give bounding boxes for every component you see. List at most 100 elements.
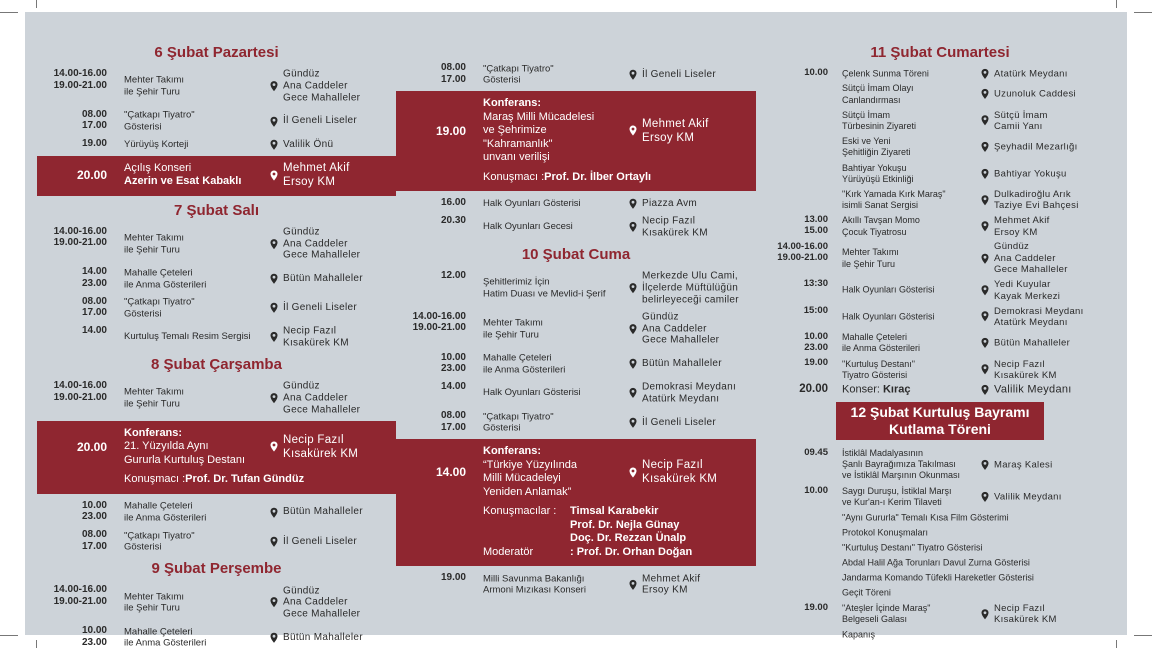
event-line: Mehter Takımı	[124, 232, 185, 244]
map-pin-icon	[270, 441, 278, 452]
event-row: "Aynı Gururla" Temalı Kısa Film Gösterim…	[770, 510, 1110, 525]
map-pin-icon	[629, 417, 637, 428]
time-line: 14.00-16.00	[53, 68, 107, 79]
event-time	[770, 628, 828, 639]
map-pin-icon	[629, 222, 637, 233]
location-text: Bütün Mahalleler	[283, 273, 363, 285]
event-line: Şehitliğin Ziyareti	[842, 147, 911, 158]
event-time: 10.00 23.00	[37, 625, 107, 648]
time-line: 19.00-21.00	[412, 322, 466, 334]
event-title: "Kırk Yamada Kırk Maraş" isimli Sanat Ser…	[842, 189, 946, 211]
crop-mark	[1134, 635, 1152, 636]
event-title: Milli Savunma Bakanlığı Armoni Mızıkası K…	[483, 573, 586, 596]
event-row: Sütçü İmam Olayı Canlandırması Uzunoluk Ca…	[770, 81, 1110, 107]
location-text: Merkezde Ulu Cami, İlçelerde Müftülüğün be…	[642, 271, 739, 306]
map-pin-icon	[270, 81, 278, 92]
speakers: Konuşmacı : Prof. Dr. İlber Ortaylı	[483, 171, 756, 185]
event-location: Gündüz Ana Caddeler Gece Mahalleler	[270, 585, 360, 620]
speaker-line: Prof. Dr. Nejla Günay	[483, 519, 756, 533]
location-text: Sütçü İmam Camii Yanı	[994, 110, 1048, 132]
event-location: Bütün Mahalleler	[270, 507, 363, 519]
location-line: Ersoy KM	[642, 584, 688, 596]
event-title: Protokol Konuşmaları	[842, 527, 928, 538]
time-line: 23.00	[81, 277, 107, 289]
crop-mark	[1116, 640, 1117, 648]
schedule-column-3: 11 Şubat Cumartesi 10.00 Çelenk Sunma Töre…	[770, 40, 1110, 643]
event-time: 14.00-16.00 19.00-21.00	[396, 311, 466, 346]
event-time	[770, 135, 828, 157]
time-line: 09.45	[804, 446, 828, 458]
map-pin-icon	[270, 507, 278, 518]
event-line: Gösterisi	[124, 541, 162, 553]
featured-event: 19.00 Konferans: Maraş Milli Mücadelesi ve …	[396, 91, 756, 192]
time-line: 19.00-21.00	[53, 79, 107, 91]
event-row: Geçit Töreni	[770, 586, 1110, 601]
event-time: 10.00	[770, 485, 828, 507]
event-row: 09.45 İstiklâl Madalyasının Şanlı Bayrağım…	[770, 446, 1110, 484]
event-title: Halk Oyunları Gecesi	[483, 222, 573, 234]
map-pin-icon	[981, 338, 989, 349]
location-line: Necip Fazıl	[642, 215, 696, 227]
event-line: Mahalle Çeteleri	[842, 331, 908, 342]
location-text: Mehmet Akif Ersoy KM	[283, 161, 350, 189]
event-row: Kapanış	[770, 627, 1110, 642]
speaker-name: Prof. Dr. Nejla Günay	[570, 518, 680, 531]
event-row: 14.00-16.00 19.00-21.00 Mehter Takımı ile Ş…	[37, 224, 396, 265]
event-line: Jandarma Komando Tüfekli Hareketler Göst…	[842, 572, 1034, 583]
event-title: Halk Oyunları Gösterisi	[483, 388, 581, 400]
map-pin-icon	[629, 125, 637, 136]
event-line: ile Şehir Turu	[842, 258, 896, 269]
event-row: 14.00-16.00 19.00-21.00 Mehter Takımı ile Ş…	[37, 66, 396, 107]
event-time	[770, 161, 828, 183]
event-row: Eski ve Yeni Şehitliğin Ziyareti Şeyhadil …	[770, 134, 1110, 160]
speakers: Konuşmacı : Prof. Dr. Tufan Gündüz	[124, 473, 396, 487]
featured-main: 14.00 Konferans: “Türkiye Yüzyılında Milli …	[396, 445, 756, 499]
event-line: ile Şehir Turu	[124, 398, 180, 410]
event-line: ve İstiklâl Marşının Okunması	[842, 470, 961, 481]
event-time: 10.00	[770, 67, 828, 78]
map-pin-icon	[629, 359, 637, 370]
time-line: 08.00	[440, 409, 466, 421]
featured-label: Konferans:	[483, 97, 542, 110]
event-row: Protokol Konuşmaları	[770, 525, 1110, 540]
location-line: Bütün Mahalleler	[283, 631, 363, 643]
map-pin-icon	[981, 285, 989, 296]
location-text: Necip Fazıl Kısakürek KM	[642, 458, 717, 486]
event-line: Yürüyüşü Etkinliği	[842, 173, 914, 184]
time-line: 17.00	[81, 540, 107, 552]
event-row: 14.00-16.00 19.00-21.00 Mehter Takımı ile Ş…	[37, 378, 396, 419]
location-line: Necip Fazıl	[283, 325, 337, 337]
event-line: Mehter Takımı	[124, 590, 185, 602]
event-line: Sütçü İmam	[842, 109, 891, 120]
time-line: 10.00	[804, 67, 828, 78]
time-line: 12.00	[440, 269, 466, 281]
location-text: Necip Fazıl Kısakürek KM	[994, 358, 1057, 380]
event-line: Türbesinin Ziyareti	[842, 120, 917, 131]
event-title: Akıllı Tavşan Momo Çocuk Tiyatrosu	[842, 215, 920, 237]
event-line: Mehter Takımı	[483, 317, 544, 329]
event-line: "Çatkapı Tiyatro"	[124, 109, 195, 121]
event-title: Jandarma Komando Tüfekli Hareketler Göst…	[842, 573, 1034, 584]
event-title: Halk Oyunları Gösterisi	[842, 311, 935, 322]
map-pin-icon	[629, 198, 637, 209]
event-title: Mehter Takımı ile Şehir Turu	[483, 318, 543, 341]
time-line: 20.00	[799, 382, 828, 395]
map-pin-icon	[981, 168, 989, 179]
location-line: Mehmet Akif	[283, 162, 350, 175]
speakers: Konuşmacılar : Timsal Karabekir Prof. Dr.…	[483, 505, 756, 559]
event-time	[770, 109, 828, 131]
day-heading: 8 Şubat Çarşamba	[151, 355, 282, 373]
location-line: Ana Caddeler	[994, 252, 1056, 264]
speaker-line: Konuşmacı : Prof. Dr. Tufan Gündüz	[124, 473, 396, 487]
location-line: Valilik Meydanı	[994, 491, 1062, 503]
event-time: 13.00 15.00	[770, 214, 828, 236]
location-line: İl Geneli Liseler	[642, 68, 717, 80]
featured-event: 20.00 Konferans: 21. Yüzyılda Aynı Gururla …	[37, 420, 396, 494]
event-row: 10.00 23.00 Mahalle Çeteleri ile Anma Göste…	[396, 350, 756, 379]
event-time	[770, 526, 828, 537]
location-text: Necip Fazıl Kısakürek KM	[283, 433, 358, 461]
time-line: 16.00	[440, 197, 466, 209]
map-pin-icon	[981, 609, 989, 620]
event-title: Kapanış	[842, 629, 875, 640]
event-time: 20.00	[770, 382, 828, 395]
